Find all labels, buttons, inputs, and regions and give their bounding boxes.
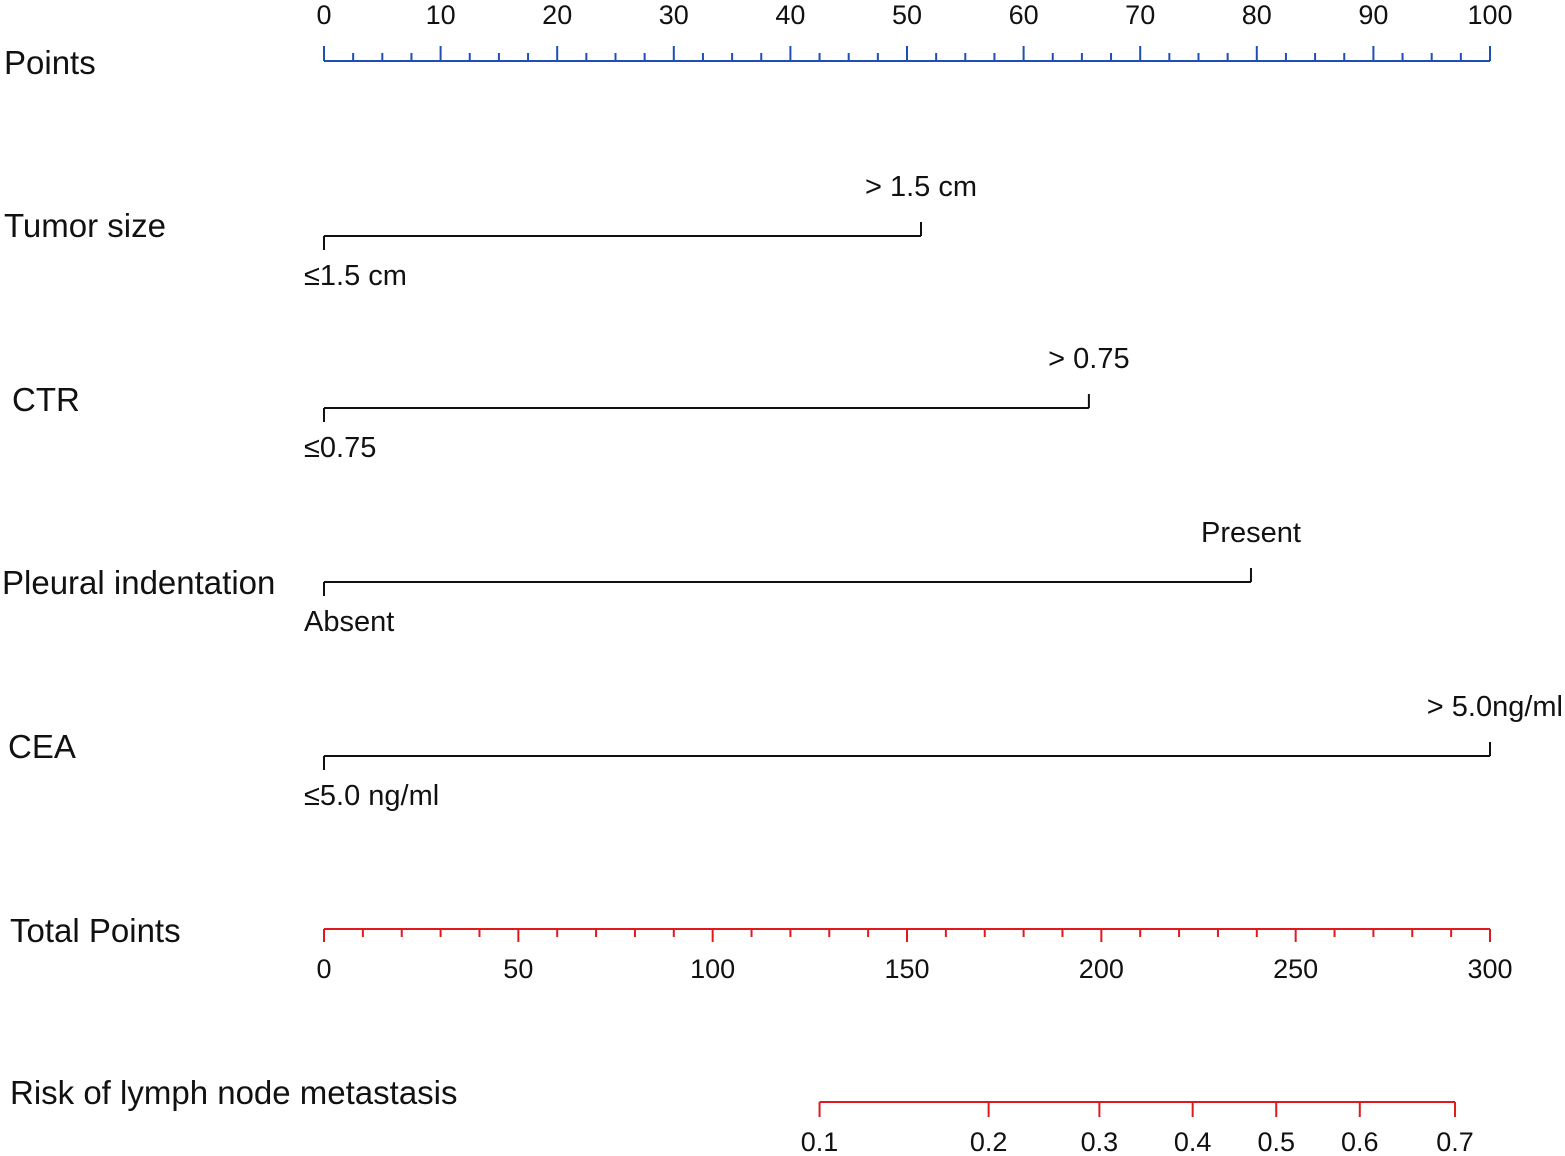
risk-axis-label: Risk of lymph node metastasis bbox=[10, 1074, 458, 1111]
points-axis-tick-label: 80 bbox=[1242, 0, 1272, 30]
total-points-tick-label: 250 bbox=[1273, 954, 1318, 984]
ctr-label: CTR bbox=[12, 381, 80, 418]
risk-axis-tick-label: 0.5 bbox=[1257, 1127, 1295, 1156]
risk-axis-tick-label: 0.2 bbox=[970, 1127, 1008, 1156]
total-points-tick-label: 100 bbox=[690, 954, 735, 984]
tumor-size-label: Tumor size bbox=[4, 207, 166, 244]
points-axis-tick-label: 70 bbox=[1125, 0, 1155, 30]
points-axis-tick-label: 100 bbox=[1467, 0, 1512, 30]
total-points-tick-label: 300 bbox=[1467, 954, 1512, 984]
points-axis-tick-label: 60 bbox=[1009, 0, 1039, 30]
pleural-indentation-level-label: Absent bbox=[304, 606, 394, 638]
points-axis-tick-label: 30 bbox=[659, 0, 689, 30]
risk-axis-tick-label: 0.3 bbox=[1081, 1127, 1119, 1156]
points-axis-tick-label: 40 bbox=[775, 0, 805, 30]
total-points-axis-label: Total Points bbox=[10, 912, 181, 949]
total-points-tick-label: 200 bbox=[1079, 954, 1124, 984]
risk-axis-tick-label: 0.4 bbox=[1174, 1127, 1212, 1156]
variable-rows: ≤1.5 cm > 1.5 cm ≤0.75 > 0.75 Absent Present ≤… bbox=[304, 171, 1563, 812]
risk-axis-tick-label: 0.1 bbox=[801, 1127, 839, 1156]
pleural-indentation-level-label: Present bbox=[1201, 517, 1301, 549]
points-axis-tick-label: 0 bbox=[316, 0, 331, 30]
ctr-level-label: ≤0.75 bbox=[304, 432, 376, 464]
ctr-level-label: > 0.75 bbox=[1048, 343, 1129, 375]
tumor-size-level-label: ≤1.5 cm bbox=[304, 260, 407, 292]
tumor-size-level-label: > 1.5 cm bbox=[865, 171, 977, 203]
total-points-tick-label: 0 bbox=[316, 954, 331, 984]
points-axis-tick-label: 10 bbox=[426, 0, 456, 30]
total-points-tick-label: 50 bbox=[503, 954, 533, 984]
cea-label: CEA bbox=[8, 728, 76, 765]
cea-level-label: ≤5.0 ng/ml bbox=[304, 780, 439, 812]
risk-axis: 0.1 0.2 0.3 0.4 0.5 0.6 0.7 bbox=[801, 1101, 1474, 1156]
cea-level-label: > 5.0ng/ml bbox=[1427, 691, 1563, 723]
risk-axis-tick-label: 0.7 bbox=[1436, 1127, 1474, 1156]
total-points-tick-label: 150 bbox=[884, 954, 929, 984]
risk-axis-tick-label: 0.6 bbox=[1341, 1127, 1379, 1156]
total-points-axis: 0 50 100 150 200 250 300 bbox=[316, 928, 1513, 984]
points-axis-tick-label: 90 bbox=[1358, 0, 1388, 30]
points-axis-tick-label: 50 bbox=[892, 0, 922, 30]
points-axis: 0 10 20 30 40 50 60 70 80 90 100 bbox=[316, 0, 1513, 62]
pleural-indentation-label: Pleural indentation bbox=[2, 564, 275, 601]
points-axis-tick-label: 20 bbox=[542, 0, 572, 30]
points-axis-label: Points bbox=[4, 44, 96, 81]
